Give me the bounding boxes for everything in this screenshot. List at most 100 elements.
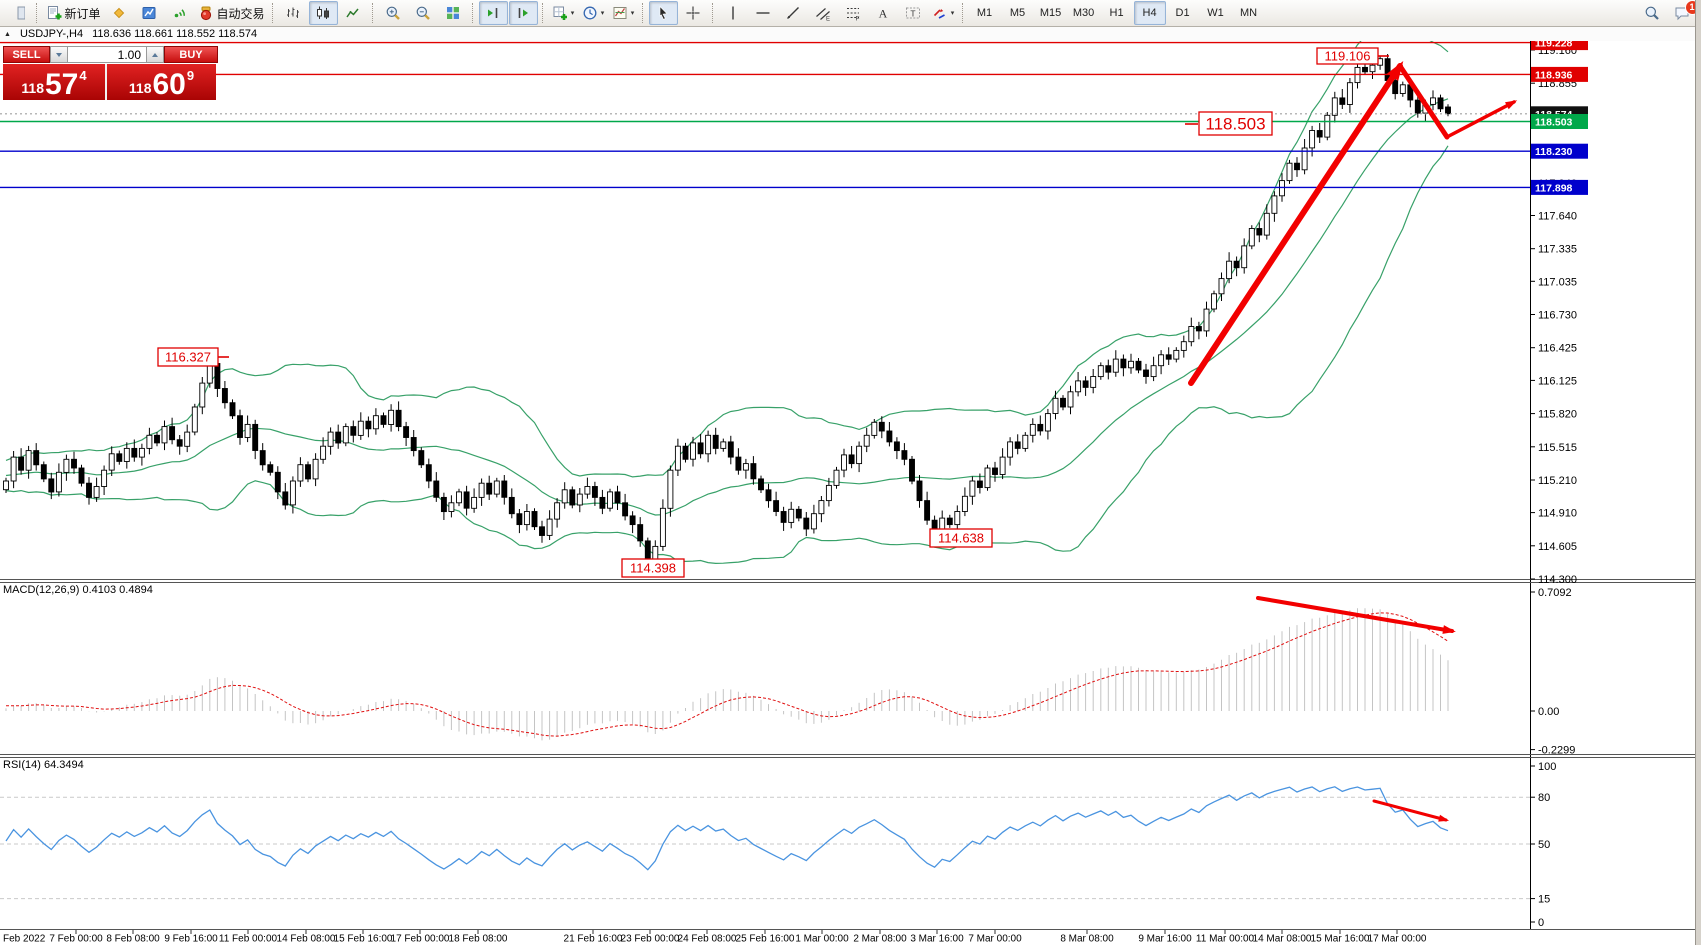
svg-text:18 Feb 08:00: 18 Feb 08:00 — [449, 934, 508, 945]
svg-text:116.327: 116.327 — [165, 350, 211, 365]
sell-price[interactable]: 118 57 4 — [3, 64, 107, 100]
candlestick-chart-button[interactable] — [308, 1, 338, 25]
svg-text:E: E — [826, 17, 830, 22]
autotrading-button-label: 自动交易 — [216, 6, 265, 21]
horizontal-line-button[interactable] — [749, 1, 778, 25]
vertical-line-button[interactable] — [719, 1, 748, 25]
crosshair-button[interactable] — [679, 1, 708, 25]
buy-button[interactable]: BUY — [164, 46, 218, 63]
sell-price-big: 57 — [44, 67, 79, 101]
svg-text:A: A — [879, 7, 888, 21]
indicators-button[interactable]: ▾ — [549, 1, 578, 25]
price-annotation[interactable]: 114.398 — [621, 558, 685, 578]
shift-icon — [515, 5, 531, 21]
price-annotation[interactable]: 119.106 — [1316, 47, 1379, 65]
svg-text:118.936: 118.936 — [1535, 69, 1573, 81]
svg-text:7 Feb 00:00: 7 Feb 00:00 — [49, 934, 103, 945]
bars-icon — [285, 5, 301, 21]
volume-input[interactable] — [68, 46, 146, 63]
svg-text:114.638: 114.638 — [938, 531, 984, 546]
trend-arrow[interactable] — [1256, 596, 1456, 634]
trend-arrows — [1188, 61, 1518, 822]
svg-text:11 Mar 00:00: 11 Mar 00:00 — [1196, 934, 1255, 945]
line-chart-button[interactable] — [339, 1, 368, 25]
tile-windows-button[interactable] — [439, 1, 468, 25]
price-annotation[interactable]: 118.503 — [1198, 111, 1273, 136]
chart-ohlc-values: 118.636 118.661 118.552 118.574 — [92, 28, 258, 40]
text-button[interactable]: A — [869, 1, 898, 25]
auto-scroll-button[interactable] — [478, 1, 508, 25]
svg-text:114.910: 114.910 — [1538, 508, 1577, 520]
buy-price[interactable]: 118 60 9 — [107, 64, 216, 100]
time-axis-scale[interactable] — [0, 930, 1531, 945]
trend-arrow[interactable] — [1445, 100, 1518, 139]
templates-button[interactable]: ▾ — [609, 1, 638, 25]
dropdown-arrow-icon: ▾ — [600, 10, 605, 17]
gold-button[interactable] — [105, 1, 134, 25]
trendline-button[interactable] — [779, 1, 808, 25]
svg-text:116.730: 116.730 — [1538, 310, 1577, 322]
candles — [3, 54, 1451, 570]
signals-button[interactable] — [165, 1, 194, 25]
dropdown-arrow-icon: ▾ — [630, 10, 635, 17]
collapse-triangle-icon[interactable]: ▲ — [4, 30, 11, 38]
zoom-in-button[interactable] — [379, 1, 408, 25]
trend-arrow[interactable] — [1372, 799, 1450, 822]
timeframe-h1[interactable]: H1 — [1101, 1, 1133, 25]
new-chart-button[interactable] — [135, 1, 164, 25]
toolbar-separator — [272, 3, 274, 23]
svg-text:9 Feb 16:00: 9 Feb 16:00 — [164, 934, 218, 945]
axes: 119.160118.855118.550118.245117.940117.6… — [0, 41, 1701, 945]
line-icon — [345, 5, 361, 21]
timeframe-h4-label: H4 — [1142, 7, 1157, 19]
cursor-button[interactable] — [648, 1, 678, 25]
equidistant-channel-button[interactable]: E — [809, 1, 838, 25]
timeframe-m1[interactable]: M1 — [969, 1, 1001, 25]
timeframe-mn[interactable]: MN — [1233, 1, 1265, 25]
svg-text:100: 100 — [1538, 761, 1556, 773]
svg-text:80: 80 — [1538, 792, 1550, 804]
fibo-icon: F — [845, 5, 861, 21]
rsi-indicator-pane — [0, 786, 1530, 900]
new-order-button[interactable]: 新订单 — [43, 1, 104, 25]
timeframe-d1[interactable]: D1 — [1167, 1, 1199, 25]
autotrading-button[interactable]: 自动交易 — [195, 1, 268, 25]
svg-text:25 Feb 16:00: 25 Feb 16:00 — [736, 934, 795, 945]
hline-icon — [755, 5, 771, 21]
search-button[interactable] — [1638, 1, 1667, 25]
svg-text:0.7092: 0.7092 — [1538, 587, 1572, 599]
timeframe-m15[interactable]: M15 — [1035, 1, 1067, 25]
arrows-button[interactable]: ▾ — [929, 1, 958, 25]
price-annotation[interactable]: 116.327 — [157, 347, 219, 367]
svg-text:14 Feb 08:00: 14 Feb 08:00 — [277, 934, 336, 945]
price-axis-scale[interactable] — [1531, 41, 1695, 930]
zoom-out-button[interactable] — [409, 1, 438, 25]
zoom-out-icon — [415, 5, 431, 21]
periods-button[interactable]: ▾ — [579, 1, 608, 25]
bollinger-upper-band — [5, 41, 1449, 478]
timeframe-m5[interactable]: M5 — [1002, 1, 1034, 25]
trend-arrow[interactable] — [1397, 63, 1450, 140]
bar-chart-button[interactable] — [279, 1, 308, 25]
volume-decrease-button[interactable] — [50, 46, 68, 63]
volume-increase-button[interactable] — [146, 46, 164, 63]
sell-button[interactable]: SELL — [3, 46, 50, 63]
chat-button[interactable]: 1 — [1668, 0, 1700, 25]
svg-text:118.230: 118.230 — [1535, 146, 1573, 158]
timeframe-w1[interactable]: W1 — [1200, 1, 1232, 25]
vline-icon — [725, 5, 741, 21]
buy-price-pip: 9 — [186, 68, 195, 83]
tile-icon — [445, 5, 461, 21]
trend-arrow[interactable] — [1188, 61, 1404, 386]
left-clipped-button[interactable] — [3, 1, 32, 25]
text-label-button[interactable]: T — [899, 1, 928, 25]
chart-shift-button[interactable] — [508, 1, 538, 25]
toolbar-separator — [542, 3, 544, 23]
price-annotation[interactable]: 114.638 — [929, 528, 993, 548]
timeframe-h4[interactable]: H4 — [1133, 1, 1166, 25]
svg-text:-0.2299: -0.2299 — [1538, 745, 1575, 757]
timeframe-m30[interactable]: M30 — [1068, 1, 1100, 25]
fibonacci-button[interactable]: F — [839, 1, 868, 25]
template-icon — [612, 5, 628, 21]
